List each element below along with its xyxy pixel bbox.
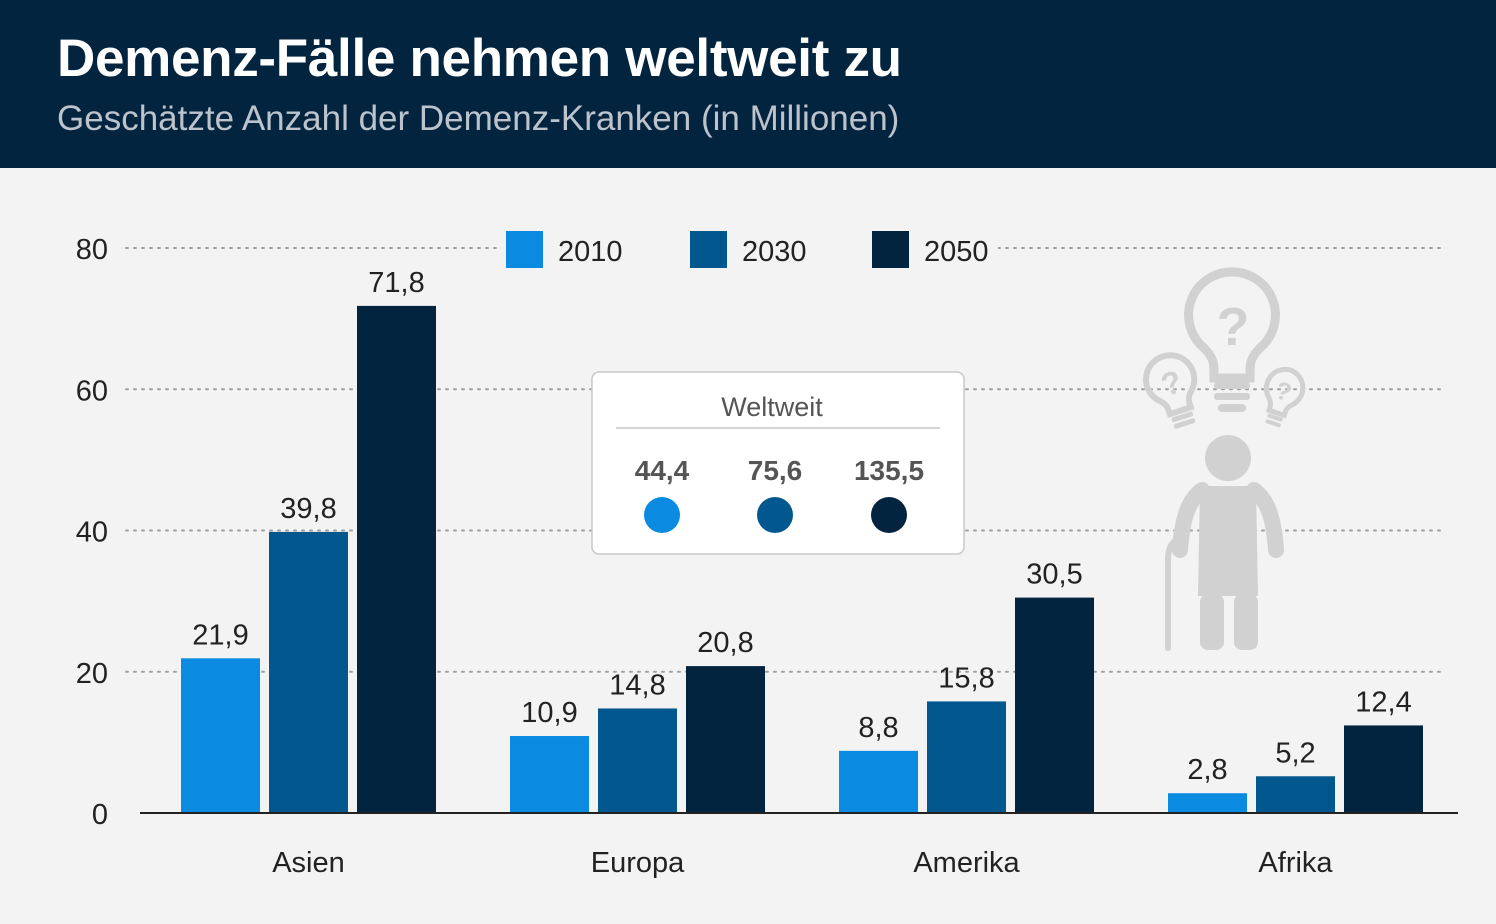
bar-europa-2030: [598, 708, 677, 813]
data-label: 71,8: [368, 267, 424, 299]
small-lightbulb-right-icon: ?: [1263, 366, 1306, 428]
worldwide-summary-box: Weltweit 44,4 75,6 135,5: [591, 371, 965, 555]
bar-asien-2010: [181, 658, 260, 813]
x-tick-label: Amerika: [913, 847, 1020, 879]
bar-amerika-2030: [927, 701, 1006, 813]
svg-text:?: ?: [1157, 363, 1187, 403]
bar-europa-2010: [510, 736, 589, 813]
x-tick-label: Asien: [272, 847, 345, 879]
legend-label-2030: 2030: [742, 236, 807, 268]
bar-afrika-2050: [1344, 725, 1423, 813]
worldwide-value-2050: 135,5: [854, 455, 924, 486]
data-label: 10,9: [521, 697, 577, 729]
legend: 2010 2030 2050: [500, 230, 998, 270]
y-tick-label: 80: [76, 234, 108, 266]
data-label: 21,9: [192, 619, 248, 651]
data-label: 14,8: [609, 669, 665, 701]
worldwide-dot-2030: [757, 497, 793, 533]
small-lightbulb-left-icon: ?: [1143, 352, 1198, 429]
legend-swatch-2050: [872, 231, 909, 268]
bar-amerika-2050: [1015, 597, 1094, 813]
bar-afrika-2010: [1168, 793, 1247, 813]
y-tick-label: 0: [92, 799, 108, 831]
legend-label-2050: 2050: [924, 236, 989, 268]
data-label: 30,5: [1026, 559, 1082, 591]
bar-asien-2050: [357, 305, 436, 813]
worldwide-dot-2010: [644, 497, 680, 533]
data-label: 12,4: [1355, 686, 1411, 718]
legend-label-2010: 2010: [558, 236, 623, 268]
chart-subtitle: Geschätzte Anzahl der Demenz-Kranken (in…: [57, 99, 900, 138]
worldwide-value-2030: 75,6: [748, 455, 803, 486]
bar-afrika-2030: [1256, 776, 1335, 813]
y-axis: 0 20 40 60 80: [76, 234, 108, 831]
lightbulb-icon: ?: [1184, 267, 1280, 412]
legend-background: [500, 230, 998, 270]
svg-text:?: ?: [1217, 297, 1250, 357]
header-bar: Demenz-Fälle nehmen weltweit zu Geschätz…: [0, 0, 1496, 168]
x-tick-label: Europa: [591, 847, 685, 879]
y-tick-label: 60: [76, 375, 108, 407]
data-label: 8,8: [858, 712, 898, 744]
worldwide-title: Weltweit: [721, 392, 823, 422]
y-tick-label: 40: [76, 517, 108, 549]
bar-asien-2030: [269, 531, 348, 813]
x-tick-label: Afrika: [1258, 847, 1333, 879]
chart-title: Demenz-Fälle nehmen weltweit zu: [57, 29, 902, 88]
data-label: 2,8: [1187, 754, 1227, 786]
data-labels: 21,9 39,8 71,8 10,9 14,8 20,8 8,8 15,8 30,5 2,8 5,…: [192, 267, 1411, 786]
bars: [181, 305, 1423, 813]
data-label: 15,8: [938, 662, 994, 694]
bar-amerika-2010: [839, 750, 918, 813]
dementia-person-lightbulbs-icon: ? ? ?: [1143, 267, 1306, 651]
legend-swatch-2030: [690, 231, 727, 268]
bar-europa-2050: [686, 666, 765, 813]
data-label: 39,8: [280, 493, 336, 525]
data-label: 20,8: [697, 627, 753, 659]
y-tick-label: 20: [76, 658, 108, 690]
worldwide-dot-2050: [871, 497, 907, 533]
elderly-person-icon: [1165, 435, 1284, 651]
data-label: 5,2: [1275, 737, 1315, 769]
legend-swatch-2010: [506, 231, 543, 268]
worldwide-value-2010: 44,4: [635, 455, 690, 486]
x-axis: Asien Europa Amerika Afrika: [140, 812, 1458, 879]
